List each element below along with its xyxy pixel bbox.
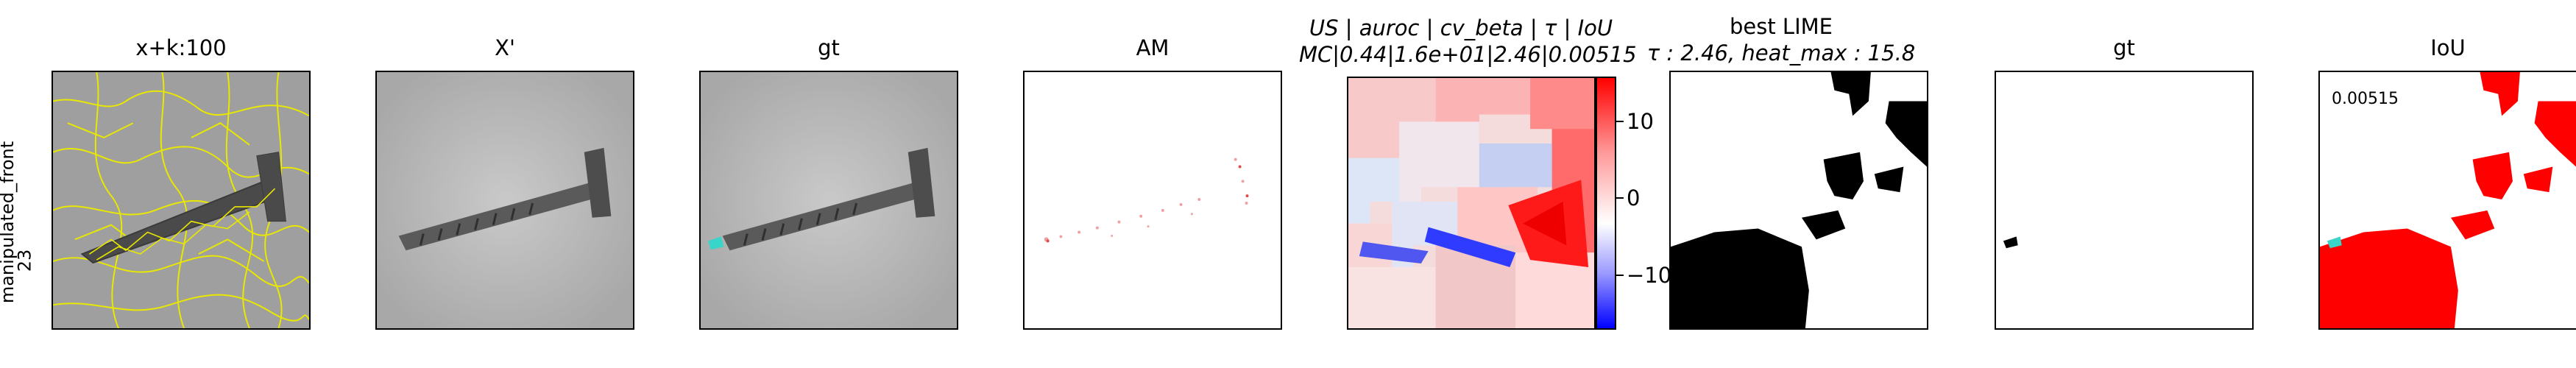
grayscale-with-gt bbox=[699, 71, 958, 330]
panel-title-iou: IoU bbox=[2430, 35, 2466, 60]
binary-mask-image bbox=[1671, 72, 1927, 328]
screw-with-gt-image bbox=[701, 72, 957, 328]
attention-map-image bbox=[1025, 72, 1281, 328]
binary-mask bbox=[1669, 71, 1928, 330]
panel-title-metrics: US | auroc | cv_beta | τ | IoU MC|0.44|1… bbox=[1299, 15, 1637, 68]
input-with-superpixels bbox=[52, 71, 311, 330]
panel-title-am: AM bbox=[1136, 35, 1170, 60]
screw-with-superpixels-image bbox=[53, 72, 309, 328]
colorbar-tick-neg10 bbox=[1616, 275, 1624, 276]
metrics-values: MC|0.44|1.6e+01|2.46|0.00515 bbox=[1299, 42, 1637, 67]
signed-heatmap-image bbox=[1348, 78, 1594, 328]
grayscale-input bbox=[375, 71, 634, 330]
signed-heatmap bbox=[1347, 77, 1596, 330]
metrics-header: US | auroc | cv_beta | τ | IoU bbox=[1309, 15, 1613, 40]
panel-title-input: x+k:100 bbox=[135, 35, 227, 60]
panel-title-xprime: X' bbox=[495, 35, 515, 60]
colorbar-tick-10 bbox=[1616, 121, 1624, 122]
colorbar bbox=[1596, 77, 1616, 330]
panel-title-lime: best LIME τ : 2.46, heat_max : 15.8 bbox=[1627, 13, 1936, 66]
iou-overlay bbox=[2318, 71, 2576, 330]
lime-params: τ : 2.46, heat_max : 15.8 bbox=[1646, 40, 1916, 66]
iou-overlay-image bbox=[2320, 72, 2576, 328]
colorbar-label-10: 10 bbox=[1627, 109, 1654, 134]
attention-map bbox=[1023, 71, 1282, 330]
colorbar-tick-0 bbox=[1616, 197, 1624, 199]
gt-mask-image bbox=[1996, 72, 2252, 328]
screw-grayscale-image bbox=[377, 72, 633, 328]
panel-title-gt: gt bbox=[818, 35, 840, 60]
colorbar-label-neg10: −10 bbox=[1627, 263, 1672, 288]
panel-title-gt-mask: gt bbox=[2113, 35, 2135, 60]
colorbar-label-0: 0 bbox=[1627, 185, 1641, 210]
row-label-line1: manipulated_front bbox=[0, 141, 18, 304]
row-label: manipulated_front 23 bbox=[0, 118, 35, 324]
gt-mask bbox=[1995, 71, 2254, 330]
lime-title: best LIME bbox=[1729, 14, 1833, 39]
iou-value: 0.00515 bbox=[2332, 90, 2399, 108]
row-label-line2: 23 bbox=[14, 249, 35, 272]
